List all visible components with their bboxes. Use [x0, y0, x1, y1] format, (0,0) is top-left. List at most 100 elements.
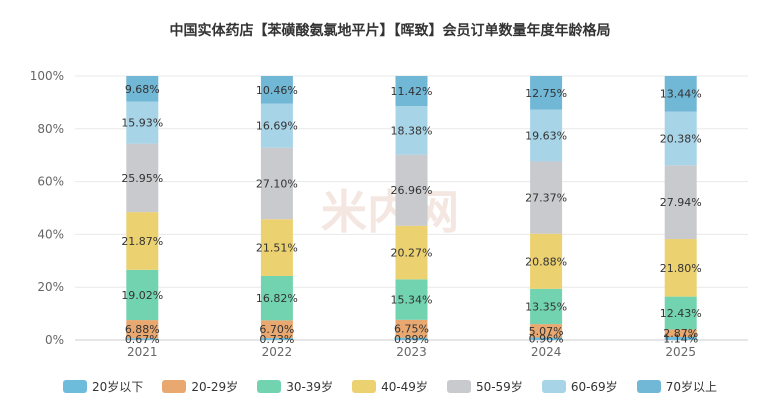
data-label: 6.88% — [125, 323, 160, 336]
bar-segment — [530, 109, 563, 162]
bar-segment — [260, 219, 293, 276]
bar-segment — [126, 212, 159, 270]
data-label: 21.51% — [256, 242, 298, 255]
legend-swatch — [63, 380, 88, 393]
bar-segment — [530, 288, 563, 325]
legend-swatch — [162, 380, 187, 393]
bar-segment — [126, 338, 159, 340]
bar-segment — [530, 161, 563, 234]
data-label: 26.96% — [391, 184, 433, 197]
data-label: 15.34% — [391, 294, 433, 307]
x-tick-label: 2025 — [665, 345, 696, 359]
bar-segment — [126, 269, 159, 321]
data-label: 21.80% — [660, 262, 702, 275]
bar-segment — [260, 275, 293, 321]
legend-swatch — [446, 380, 471, 393]
data-label: 9.68% — [125, 83, 160, 96]
bar-segment — [260, 338, 293, 340]
bar-segment — [395, 154, 428, 226]
data-label: 25.95% — [121, 172, 163, 185]
data-label: 0.73% — [259, 333, 294, 346]
bar-segment — [395, 75, 428, 107]
x-tick-label: 2021 — [127, 345, 158, 359]
data-label: 19.63% — [525, 130, 567, 143]
data-label: 20.27% — [391, 247, 433, 260]
bar-segment — [260, 75, 293, 104]
legend-item[interactable]: 30-39岁 — [257, 378, 333, 395]
legend-item[interactable]: 20岁以下 — [63, 378, 143, 395]
data-label: 12.43% — [660, 307, 702, 320]
data-label: 13.44% — [660, 88, 702, 101]
legend-label: 50-59岁 — [475, 380, 523, 394]
data-label: 27.94% — [660, 196, 702, 209]
data-label: 2.87% — [663, 327, 698, 340]
data-label: 13.35% — [525, 300, 567, 313]
y-tick-label: 100% — [30, 69, 64, 83]
data-label: 6.70% — [259, 323, 294, 336]
legend-label: 30-39岁 — [286, 380, 334, 394]
data-label: 16.69% — [256, 120, 298, 133]
y-tick-label: 80% — [37, 122, 64, 136]
legend-swatch — [636, 380, 661, 393]
chart-title: 中国实体药店【苯磺酸氨氯地平片】【晖致】会员订单数量年度年龄格局 — [169, 23, 611, 39]
data-label: 20.38% — [660, 132, 702, 145]
x-tick-label: 2022 — [262, 345, 293, 359]
legend-item[interactable]: 40-49岁 — [352, 378, 428, 395]
bar-segment — [260, 103, 293, 148]
bar-segment — [260, 147, 293, 220]
y-tick-label: 0% — [45, 333, 64, 347]
x-tick-label: 2024 — [531, 345, 562, 359]
data-label: 6.75% — [394, 323, 429, 336]
legend-swatch — [541, 380, 566, 393]
data-label: 11.42% — [391, 85, 433, 98]
bar-segment — [126, 143, 159, 213]
bar-segment — [395, 106, 428, 155]
bar-segment — [395, 337, 428, 340]
legend-item[interactable]: 50-59岁 — [446, 378, 523, 395]
data-label: 16.82% — [256, 292, 298, 305]
bar-segment — [664, 165, 697, 240]
legend-swatch — [352, 380, 377, 393]
y-tick-label: 60% — [37, 175, 64, 189]
legend-label: 20岁以下 — [92, 380, 144, 394]
bar-segment — [530, 337, 563, 340]
data-label: 20.88% — [525, 255, 567, 268]
bar-segment — [664, 111, 697, 166]
bar-segment — [395, 319, 428, 338]
data-label: 15.93% — [121, 117, 163, 130]
legend-item[interactable]: 20-29岁 — [162, 378, 238, 395]
data-label: 27.10% — [256, 177, 298, 190]
data-label: 10.46% — [256, 84, 298, 97]
chart-legend: 20岁以下 20-29岁 30-39岁 40-49岁 50-59岁 60-69岁 70岁以上 — [0, 378, 780, 395]
data-label: 5.07% — [529, 325, 564, 338]
bar-segment — [395, 225, 428, 280]
data-label: 0.89% — [394, 333, 429, 346]
data-label: 19.02% — [121, 289, 163, 302]
data-label: 1.14% — [663, 332, 698, 345]
bar-segment — [664, 239, 697, 297]
bar-segment — [664, 296, 697, 330]
data-label: 12.75% — [525, 87, 567, 100]
data-label: 21.87% — [121, 235, 163, 248]
legend-item[interactable]: 60-69岁 — [541, 378, 618, 395]
bar-segment — [664, 336, 697, 340]
bar-segment — [664, 329, 697, 337]
bar-segment — [530, 75, 563, 110]
legend-label: 20-29岁 — [191, 380, 239, 394]
bar-segment — [126, 76, 159, 102]
data-label: 18.38% — [391, 124, 433, 137]
legend-swatch — [257, 380, 282, 393]
data-label: 27.37% — [525, 192, 567, 205]
bar-segment — [395, 279, 428, 320]
bar-segment — [126, 320, 159, 339]
watermark-text: 米内网 — [321, 185, 459, 239]
data-label: 0.67% — [125, 333, 160, 346]
y-tick-label: 20% — [37, 280, 64, 294]
bar-segment — [664, 76, 697, 112]
legend-label: 40-49岁 — [381, 380, 428, 394]
bar-segment — [260, 320, 293, 339]
x-tick-label: 2023 — [396, 345, 427, 359]
legend-item[interactable]: 70岁以上 — [636, 378, 717, 395]
legend-label: 70岁以上 — [665, 380, 717, 394]
